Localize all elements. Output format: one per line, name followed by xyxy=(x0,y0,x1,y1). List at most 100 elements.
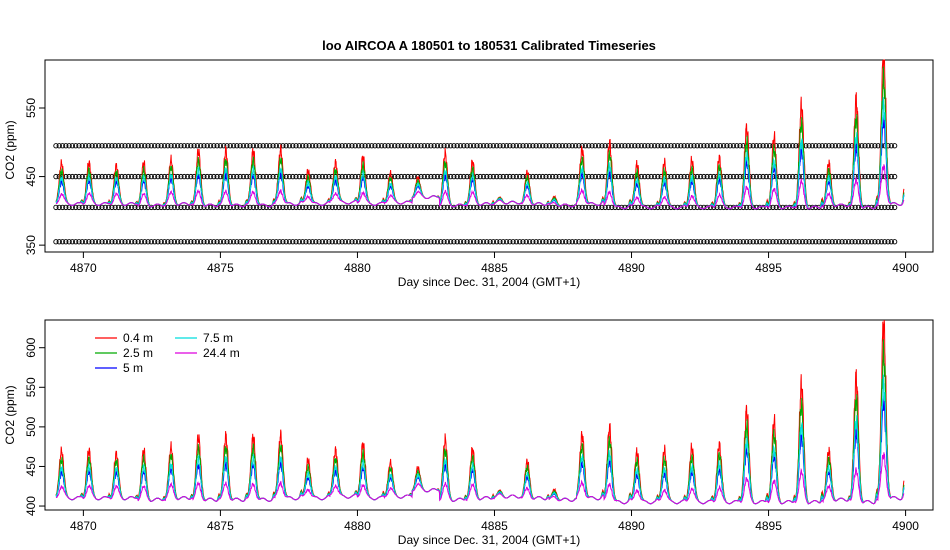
reference-circle xyxy=(132,204,138,211)
reference-circle xyxy=(112,204,118,211)
reference-circle xyxy=(421,204,427,211)
y-tick-label: 600 xyxy=(24,337,38,357)
reference-circle xyxy=(668,173,674,180)
reference-circle xyxy=(503,239,510,245)
reference-circle xyxy=(609,204,615,211)
reference-circle xyxy=(579,204,585,211)
reference-circle xyxy=(648,173,654,180)
reference-circle xyxy=(454,143,460,149)
reference-circle xyxy=(632,204,638,211)
reference-circle xyxy=(365,239,372,245)
reference-circle xyxy=(76,173,82,180)
reference-circle xyxy=(418,143,424,149)
reference-circle xyxy=(566,239,572,245)
reference-circle xyxy=(868,173,875,180)
reference-circle xyxy=(191,143,197,149)
reference-circle xyxy=(303,204,309,211)
reference-circle xyxy=(207,173,214,180)
reference-circle xyxy=(651,143,658,149)
reference-circle xyxy=(194,143,201,149)
reference-circle xyxy=(102,143,108,149)
reference-circle xyxy=(237,143,243,149)
reference-circle xyxy=(382,173,388,180)
reference-circle xyxy=(517,239,523,245)
reference-circle xyxy=(484,239,490,245)
x-tick-label: 4870 xyxy=(70,519,97,533)
reference-circle xyxy=(326,173,332,180)
reference-circle xyxy=(651,239,658,245)
reference-circle xyxy=(556,239,562,245)
reference-circle xyxy=(411,143,418,149)
reference-circle xyxy=(767,143,773,149)
reference-circle xyxy=(507,143,513,149)
reference-circle xyxy=(286,173,293,180)
reference-circle xyxy=(665,143,671,149)
reference-circle xyxy=(253,239,260,245)
reference-circle xyxy=(355,239,362,245)
reference-circle xyxy=(309,143,316,149)
reference-circle xyxy=(267,204,273,211)
reference-circle xyxy=(306,204,312,211)
reference-circle xyxy=(89,143,95,149)
reference-circle xyxy=(398,239,404,245)
reference-circle xyxy=(572,143,579,149)
reference-circle xyxy=(158,173,164,180)
reference-circle xyxy=(201,143,207,149)
reference-circle xyxy=(753,173,760,180)
reference-circle xyxy=(757,204,763,211)
reference-circle xyxy=(332,239,339,245)
reference-circle xyxy=(59,143,66,149)
reference-circle xyxy=(369,204,375,211)
reference-circle xyxy=(503,143,510,149)
reference-circle xyxy=(599,239,605,245)
reference-circle xyxy=(247,204,253,211)
reference-circle xyxy=(178,173,184,180)
reference-circle xyxy=(559,173,566,180)
reference-circle xyxy=(757,173,763,180)
reference-circle xyxy=(760,173,766,180)
reference-circle xyxy=(184,173,191,180)
reference-circle xyxy=(464,173,470,180)
reference-circle xyxy=(431,239,437,245)
reference-circle xyxy=(69,239,76,245)
reference-circle xyxy=(53,173,59,180)
reference-circle xyxy=(484,173,490,180)
reference-circle xyxy=(257,173,263,180)
reference-circle xyxy=(385,239,391,245)
reference-circle xyxy=(763,173,770,180)
reference-circle xyxy=(286,143,293,149)
reference-circle xyxy=(517,173,523,180)
reference-circle xyxy=(405,239,411,245)
reference-circle xyxy=(671,239,677,245)
reference-circle xyxy=(471,143,477,149)
reference-circle xyxy=(530,173,536,180)
reference-circle xyxy=(691,143,697,149)
reference-circle xyxy=(339,204,345,211)
reference-circle xyxy=(263,239,270,245)
reference-circle xyxy=(109,239,115,245)
reference-circle xyxy=(250,239,256,245)
reference-circle xyxy=(826,204,832,211)
reference-circle xyxy=(198,143,204,149)
reference-circle xyxy=(99,239,105,245)
reference-circle xyxy=(375,173,381,180)
reference-circle xyxy=(155,143,161,149)
reference-circle xyxy=(707,143,714,149)
reference-circle xyxy=(398,204,404,211)
reference-circle xyxy=(188,143,194,149)
reference-circle xyxy=(836,143,842,149)
reference-circle xyxy=(845,239,852,245)
reference-circle xyxy=(559,239,566,245)
reference-circle xyxy=(165,204,171,211)
reference-circle xyxy=(612,143,618,149)
reference-circle xyxy=(536,173,543,180)
reference-circle xyxy=(201,239,207,245)
reference-circle xyxy=(181,173,187,180)
reference-circle xyxy=(66,173,72,180)
reference-circle xyxy=(720,239,727,245)
reference-circle xyxy=(165,143,171,149)
reference-circle xyxy=(230,143,237,149)
reference-circle xyxy=(694,173,700,180)
reference-circle xyxy=(102,239,108,245)
reference-circle xyxy=(441,204,447,211)
